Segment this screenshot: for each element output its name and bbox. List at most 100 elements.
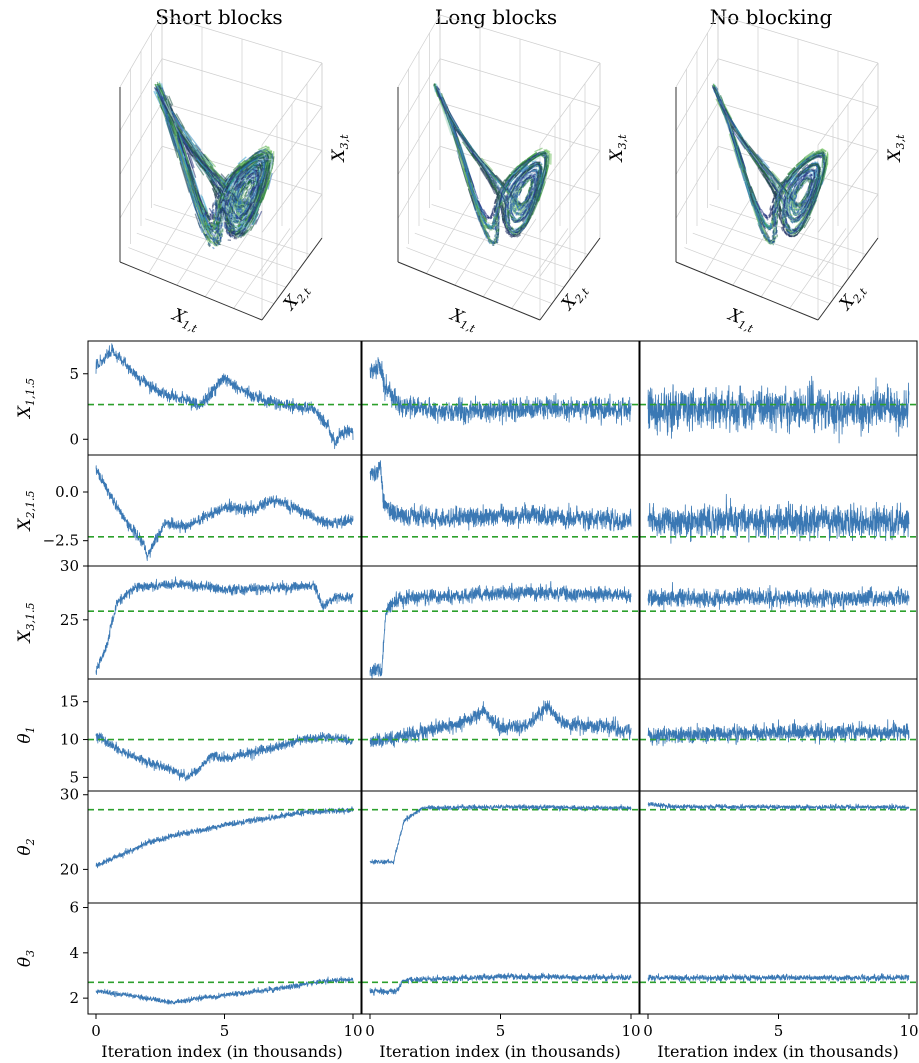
attractor-trajectory-segment [230, 223, 234, 227]
attractor-trajectory-segment [219, 198, 223, 204]
attractor-trajectory-segment [174, 120, 185, 148]
attractor-trajectory-segment [242, 197, 247, 202]
attractor-trajectory-segment [246, 170, 251, 175]
attractor-trajectory-segment [232, 162, 241, 171]
attractor-trajectory-segment [244, 216, 252, 226]
attractor-trajectory-segment [236, 220, 240, 223]
attractor-trajectory-segment [212, 239, 216, 242]
box-edge [406, 247, 553, 304]
attractor-trajectory-segment [247, 180, 251, 185]
attractor-trajectory-segment [260, 178, 265, 190]
attractor-trajectory-segment [226, 206, 229, 212]
attractor-trajectory-segment [221, 222, 224, 227]
attractor-trajectory-segment [229, 225, 233, 230]
attractor-trajectory-segment [192, 193, 199, 209]
attractor-trajectory-segment [228, 169, 236, 179]
attractor-trajectory-segment [234, 219, 238, 223]
attractor-trajectory-segment [247, 156, 257, 163]
attractor-trajectory-segment [234, 204, 238, 208]
attractor-trajectory-segment [221, 181, 229, 190]
attractor-trajectory-segment [239, 212, 245, 217]
attractor-trajectory-segment [243, 200, 247, 204]
attractor-trajectory-segment [240, 184, 245, 190]
attractor-trajectory-segment [239, 178, 245, 185]
attractor-trajectory-segment [246, 157, 256, 165]
attractor-trajectory-segment [248, 217, 256, 228]
attractor-trajectory-segment [162, 95, 165, 99]
attractor-trajectory-segment [188, 147, 204, 165]
attractor-trajectory-segment [237, 225, 244, 231]
attractor-trajectory-segment [179, 162, 190, 193]
attractor-trajectory-segment [266, 152, 270, 159]
attractor-trajectory-segment [243, 170, 250, 178]
attractor-trajectory-segment [221, 208, 224, 213]
attractor-trajectory-segment [210, 223, 213, 226]
attractor-trajectory-segment [207, 216, 211, 220]
attractor-trajectory-segment [251, 179, 255, 182]
attractor-trajectory-segment [227, 230, 231, 233]
attractor-trajectory-segment [245, 177, 251, 184]
attractor-trajectory-segment [251, 186, 256, 196]
attractor-trajectory-segment [237, 193, 241, 199]
attractor-trajectory-segment [171, 110, 188, 136]
column-titles: Short blocks Long blocks No blocking [155, 5, 832, 29]
attractor-trajectory-segment [234, 175, 240, 183]
attractor-trajectory-segment [236, 185, 240, 192]
attractor-trajectory-segment [238, 212, 241, 216]
attractor-trajectory-segment [247, 183, 251, 188]
attractor-trajectory-segment [237, 195, 239, 200]
column-title-short-blocks: Short blocks [155, 5, 282, 29]
attractor-trajectory-segment [269, 159, 273, 173]
attractor-trajectory-segment [215, 211, 218, 216]
attractor-trajectory-segment [234, 183, 239, 191]
attractor-trajectory-segment [256, 154, 264, 159]
attractor-trajectory-segment [213, 241, 216, 244]
attractor-trajectory-segment [229, 177, 236, 185]
attractor-trajectory-segment [226, 198, 230, 205]
attractor-trajectory-segment [263, 169, 269, 186]
attractor-trajectory-segment [186, 178, 196, 204]
attractor-trajectory-segment [234, 200, 238, 205]
attractor-trajectory-segment [240, 160, 250, 169]
box-edge [204, 218, 259, 297]
box-edge [119, 58, 163, 131]
attractor-trajectory-segment [208, 241, 211, 244]
attractor-trajectory-segment [222, 192, 226, 200]
attractor-trajectory-segment [205, 170, 216, 182]
attractor-trajectory-segment [504, 230, 508, 235]
attractor-trajectory-segment [245, 196, 249, 202]
attractor-trajectory-segment [230, 188, 234, 196]
attractor-trajectory-segment [238, 209, 241, 213]
attractor-trajectory-segment [195, 208, 202, 225]
attractor-trajectory-segment [251, 174, 256, 177]
attractor-trajectory-segment [185, 134, 202, 155]
attractor-trajectory-segment [231, 227, 235, 230]
attractor-trajectory-segment [214, 215, 217, 220]
attractor-trajectory-segment [251, 160, 257, 165]
attractor-trajectory-segment [236, 180, 242, 188]
attractor-trajectory-segment [235, 225, 239, 229]
attractor-trajectory-segment [234, 197, 238, 202]
attractor-trajectory-segment [219, 243, 221, 246]
attractor-trajectory-segment [218, 239, 221, 242]
attractor-trajectory-segment [213, 236, 216, 238]
box-edge [261, 194, 323, 277]
box-edge [148, 199, 195, 274]
attractor-trajectory-segment [235, 209, 238, 213]
attractor-trajectory-segment [255, 181, 258, 186]
attractor-trajectory-segment [207, 242, 211, 247]
attractor-trajectory-segment [197, 209, 204, 220]
attractor-trajectory-segment [229, 213, 232, 218]
attractor-trajectory-segment [492, 244, 495, 246]
attractor-trajectory-segment [227, 219, 231, 224]
attractor-trajectory-segment [215, 187, 221, 196]
attractor-trajectory-segment [239, 201, 243, 205]
attractor-trajectory-segment [224, 200, 227, 206]
box-edge [161, 58, 323, 108]
attractor-trajectory-segment [215, 218, 218, 222]
attractor-trajectory-segment [248, 212, 255, 223]
attractor-trajectory-segment [186, 145, 195, 169]
attractor-trajectory-segment [236, 211, 240, 214]
attractor-trajectory-segment [241, 180, 246, 186]
